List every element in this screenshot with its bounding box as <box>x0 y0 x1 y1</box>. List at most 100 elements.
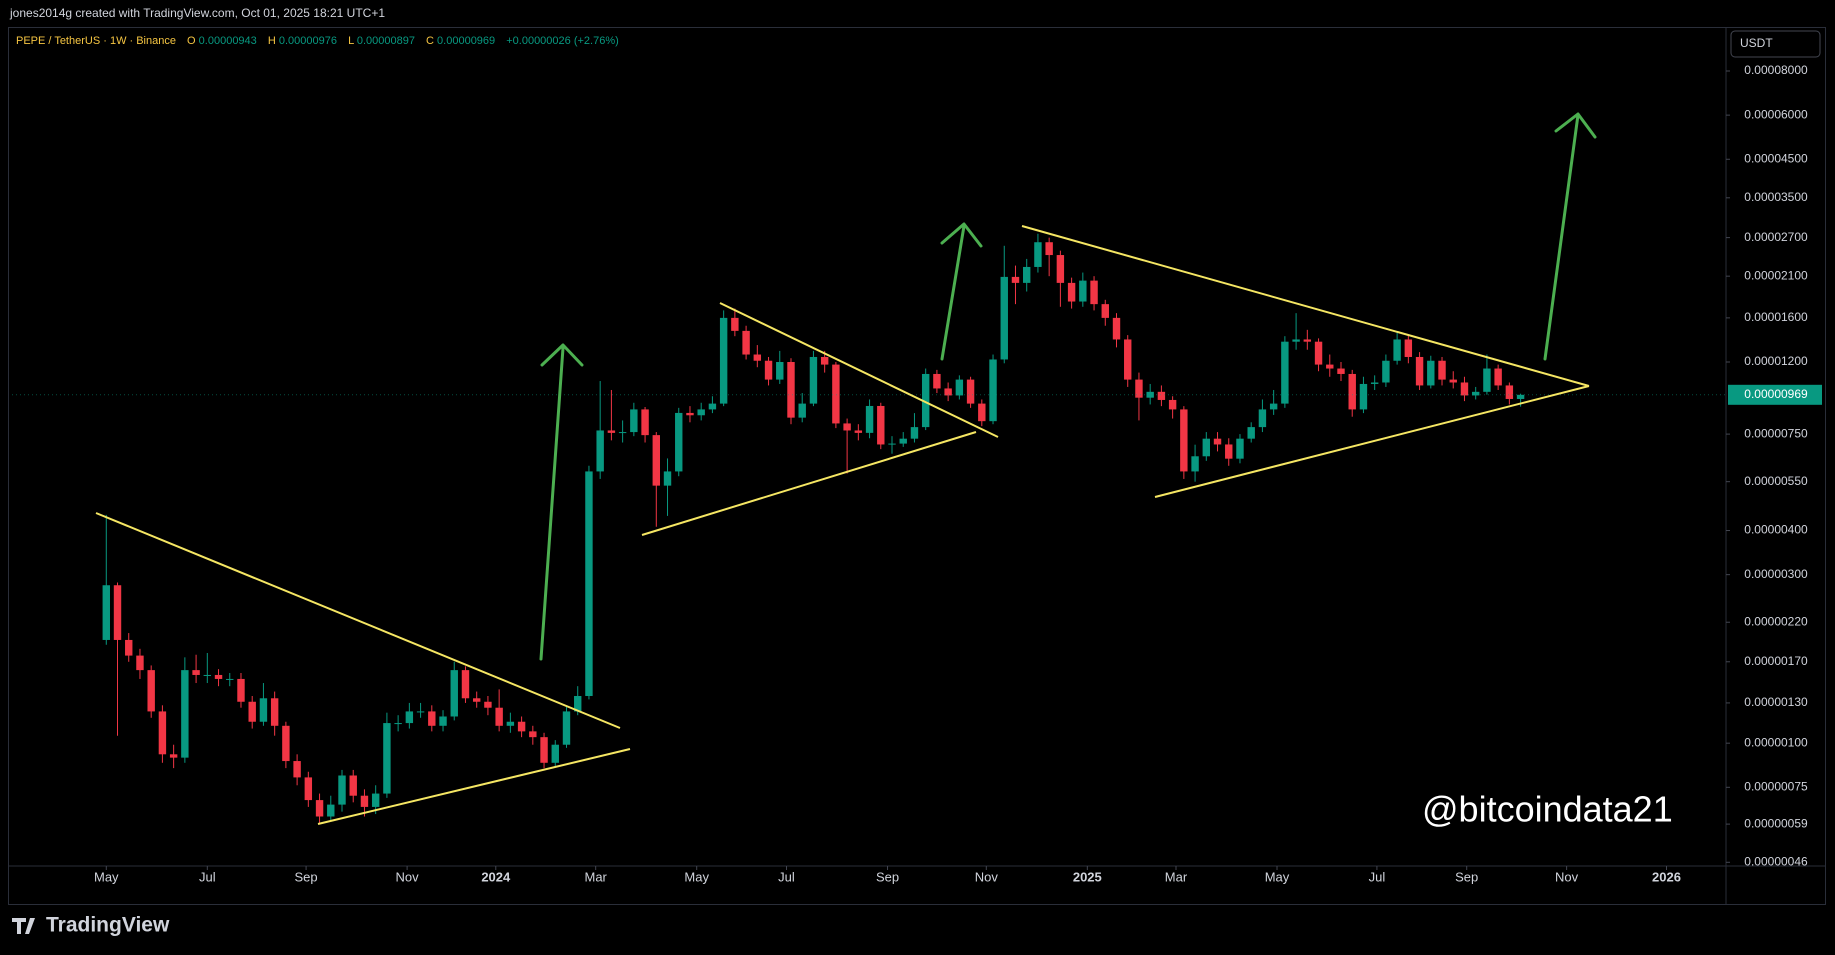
x-tick-label: Nov <box>396 869 420 884</box>
candle-body <box>394 723 402 725</box>
candle-body <box>798 403 806 418</box>
legend-open-label: O <box>187 35 196 47</box>
trendlines <box>95 225 1590 825</box>
x-tick-label: May <box>94 869 119 884</box>
x-tick-label: Mar <box>1165 869 1188 884</box>
candle-body <box>428 711 436 726</box>
candle-body <box>1269 403 1278 410</box>
x-tick-label: Nov <box>1555 869 1579 884</box>
legend-close-label: C <box>426 35 434 47</box>
y-tick-label: 0.00002100 <box>1744 268 1808 282</box>
candle-body <box>259 698 268 722</box>
trendline <box>317 748 631 825</box>
candle-body <box>989 359 997 422</box>
candle-body <box>1112 317 1121 340</box>
candle-body <box>1079 280 1087 302</box>
candle-body <box>809 356 818 404</box>
candle-body <box>877 405 885 445</box>
candle-body <box>125 639 133 656</box>
candle-body <box>899 438 907 444</box>
candle-body <box>102 585 110 640</box>
candle-body <box>214 674 223 679</box>
candle-body <box>1247 427 1255 439</box>
candle-body <box>1090 280 1098 305</box>
x-tick-label: May <box>1265 869 1290 884</box>
candle-body <box>1516 394 1525 399</box>
candle-body <box>506 721 515 726</box>
candle-body <box>1393 339 1401 361</box>
candle-body <box>1494 368 1502 386</box>
legend: PEPE / TetherUS · 1W · Binance O 0.00000… <box>16 35 619 47</box>
y-tick-label: 0.00000550 <box>1744 474 1808 488</box>
candle-body <box>1056 255 1065 283</box>
x-tick-label: Jul <box>199 869 216 884</box>
candle-body <box>820 356 829 365</box>
y-tick-label: 0.00000059 <box>1744 816 1808 830</box>
y-tick-label: 0.00000400 <box>1744 523 1808 537</box>
candle-body <box>270 698 279 726</box>
candle-body <box>933 373 941 389</box>
arrow <box>1543 112 1597 361</box>
candle-body <box>158 711 167 755</box>
candle-body <box>731 317 739 331</box>
currency: USDT <box>1740 36 1773 50</box>
candle-body <box>1023 266 1031 283</box>
candle-body <box>293 761 301 778</box>
candle-body <box>1124 339 1132 380</box>
candle-body <box>607 430 616 433</box>
y-tick-label: 0.00006000 <box>1744 107 1808 121</box>
trendline <box>1021 225 1590 387</box>
candle-body <box>955 379 964 396</box>
candle-body <box>1168 399 1177 410</box>
y-tick-label: 0.00000170 <box>1744 654 1808 668</box>
x-tick-label: Jul <box>778 869 795 884</box>
candle-body <box>854 430 863 433</box>
candle-body <box>1359 383 1368 410</box>
candle-body <box>1281 341 1289 404</box>
arrows <box>539 112 1597 661</box>
candle-body <box>630 409 638 433</box>
legend-close: 0.00000969 <box>437 35 495 47</box>
candle-body <box>1011 276 1020 283</box>
credit: jones2014g created with TradingView.com,… <box>9 6 385 20</box>
candle-body <box>349 775 357 796</box>
candle-body <box>1427 360 1435 386</box>
candle-body <box>169 754 178 758</box>
candle-body <box>1471 391 1480 396</box>
candle-body <box>450 670 458 717</box>
y-tick-label: 0.00001600 <box>1744 310 1808 324</box>
candle-body <box>226 678 234 680</box>
candle-body <box>675 412 683 472</box>
x-tick-label: Mar <box>584 869 607 884</box>
legend-change: +0.00000026 (+2.76%) <box>506 35 619 47</box>
candle-body <box>776 362 784 380</box>
x-tick-label: 2024 <box>481 869 511 884</box>
candle-body <box>113 585 122 640</box>
candle-body <box>192 670 200 675</box>
x-tick-label: 2026 <box>1652 869 1681 884</box>
candle-body <box>1180 409 1188 472</box>
currency-button[interactable] <box>1730 30 1821 58</box>
candle-body <box>203 674 212 676</box>
candle-body <box>304 777 313 801</box>
x-tick-label: Nov <box>975 869 999 884</box>
y-tick-label: 0.00000300 <box>1744 567 1808 581</box>
candle-body <box>371 793 380 807</box>
candle-body <box>585 471 593 697</box>
candle-body <box>1000 276 1008 360</box>
candle-body <box>1326 364 1334 369</box>
candle-body <box>1101 304 1109 318</box>
candle-body <box>596 430 604 472</box>
x-tick-label: 2025 <box>1073 869 1102 884</box>
candle-body <box>1370 382 1379 384</box>
last-price-box <box>1728 384 1822 405</box>
trendline <box>641 431 977 536</box>
candle-body <box>910 427 919 439</box>
x-tick-label: Sep <box>876 869 899 884</box>
candle-body <box>921 373 930 428</box>
candle-body <box>1348 373 1356 410</box>
arrow <box>940 222 983 361</box>
candle-body <box>1292 339 1300 342</box>
